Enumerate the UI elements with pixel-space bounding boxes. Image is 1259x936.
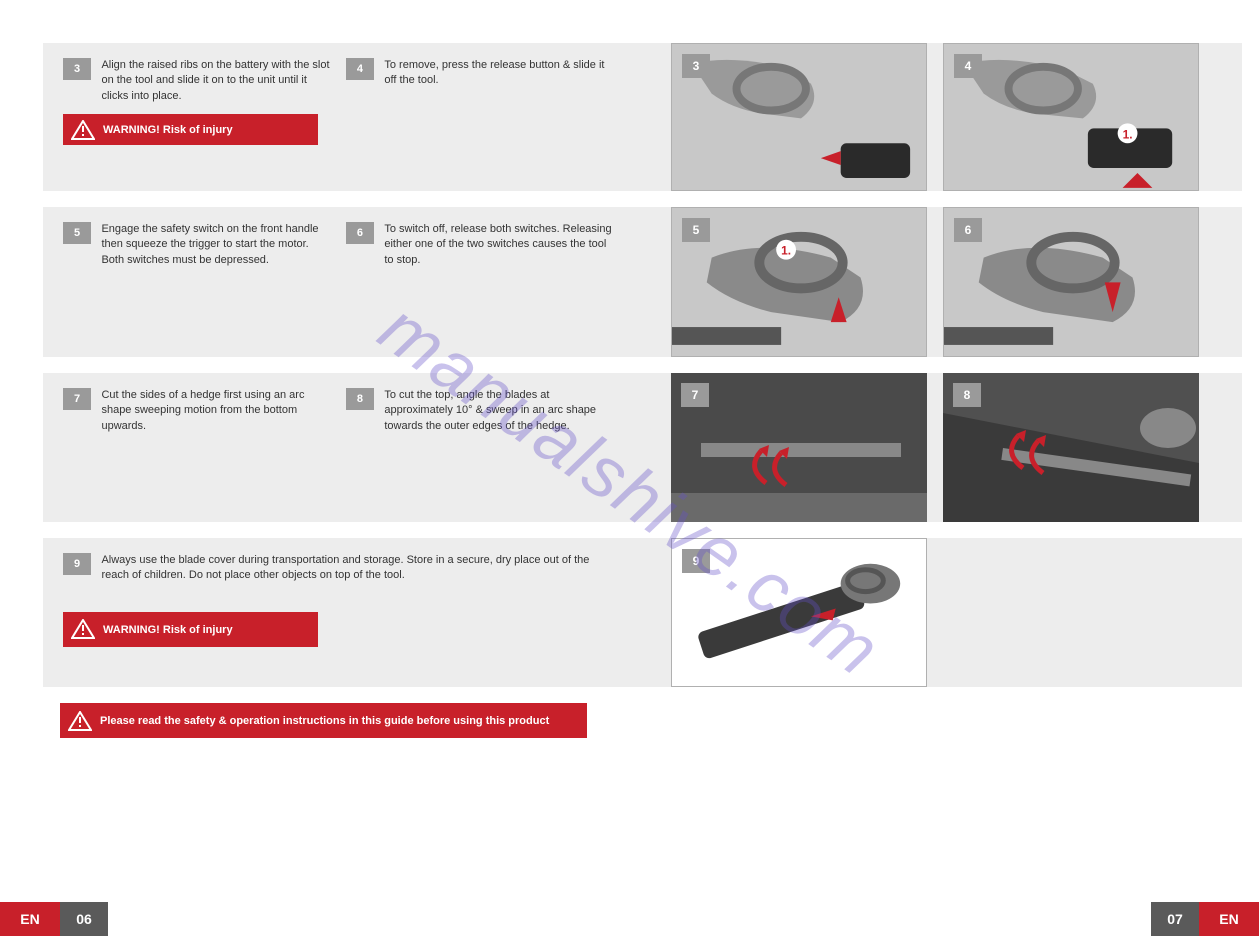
section-switch-images: 1. 5 6 — [671, 207, 1199, 357]
step-text-3: Align the raised ribs on the battery wit… — [101, 58, 331, 104]
img-switch-on: 1. 5 — [671, 207, 927, 357]
warning-box-battery: WARNING! Risk of injury — [63, 114, 318, 145]
section-switch-text: 5 Engage the safety switch on the front … — [43, 207, 671, 357]
footer-right: 07 EN — [1151, 902, 1259, 936]
svg-text:1.: 1. — [1123, 127, 1133, 141]
step-text-8: To cut the top, angle the blades at appr… — [384, 388, 614, 434]
img-badge-6: 6 — [954, 218, 982, 242]
section-trimming-text: 7 Cut the sides of a hedge first using a… — [43, 373, 671, 522]
hedge-top-icon — [943, 373, 1199, 522]
footer-lang-left: EN — [0, 902, 60, 936]
img-battery-insert: 3 — [671, 43, 927, 191]
img-switch-off: 6 — [943, 207, 1199, 357]
section-trimming: 7 Cut the sides of a hedge first using a… — [43, 373, 1242, 522]
hedge-trimmer-icon: 1. — [672, 208, 926, 357]
step-text-6: To switch off, release both switches. Re… — [384, 222, 614, 268]
img-badge-5: 5 — [682, 218, 710, 242]
section-storage: 9 Always use the blade cover during tran… — [43, 538, 1242, 687]
warning-box-bottom: Please read the safety & operation instr… — [60, 703, 587, 738]
step-badge-3: 3 — [63, 58, 91, 80]
hedge-trimmer-icon — [944, 208, 1198, 357]
warning-text-storage: WARNING! Risk of injury — [103, 624, 233, 636]
warning-box-storage: WARNING! Risk of injury — [63, 612, 318, 647]
step-badge-9: 9 — [63, 553, 91, 575]
step-badge-8: 8 — [346, 388, 374, 410]
img-badge-9: 9 — [682, 549, 710, 573]
section-storage-images: 9 — [671, 538, 927, 687]
step-badge-5: 5 — [63, 222, 91, 244]
step-badge-6: 6 — [346, 222, 374, 244]
img-badge-3: 3 — [682, 54, 710, 78]
step-text-5: Engage the safety switch on the front ha… — [101, 222, 331, 268]
footer-page-right: 07 — [1151, 902, 1199, 936]
img-storage-cover: 9 — [671, 538, 927, 687]
warning-icon — [71, 120, 95, 140]
footer-lang-right: EN — [1199, 902, 1259, 936]
footer-left: EN 06 — [0, 902, 108, 936]
section-battery-text: 3 Align the raised ribs on the battery w… — [43, 43, 671, 191]
blade-cover-icon — [672, 539, 926, 687]
section-switch: 5 Engage the safety switch on the front … — [43, 207, 1242, 357]
section-battery-images: 3 1. 4 — [671, 43, 1199, 191]
img-badge-8: 8 — [953, 383, 981, 407]
img-trim-top: 8 — [943, 373, 1199, 522]
step-text-9: Always use the blade cover during transp… — [101, 553, 601, 584]
step-text-4: To remove, press the release button & sl… — [384, 58, 614, 89]
bottom-warning-container: Please read the safety & operation instr… — [60, 703, 587, 738]
svg-text:1.: 1. — [781, 244, 791, 258]
warning-icon — [68, 711, 92, 731]
hedge-trimmer-icon — [672, 44, 926, 191]
hedge-trimmer-icon: 1. — [944, 44, 1198, 191]
warning-icon — [71, 619, 95, 639]
img-battery-remove: 1. 4 — [943, 43, 1199, 191]
section-storage-text: 9 Always use the blade cover during tran… — [43, 538, 671, 687]
img-badge-7: 7 — [681, 383, 709, 407]
img-trim-side: 7 — [671, 373, 927, 522]
step-text-7: Cut the sides of a hedge first using an … — [101, 388, 331, 434]
img-badge-4: 4 — [954, 54, 982, 78]
step-badge-4: 4 — [346, 58, 374, 80]
step-badge-7: 7 — [63, 388, 91, 410]
hedge-side-icon — [671, 373, 927, 522]
footer-page-left: 06 — [60, 902, 108, 936]
section-battery: 3 Align the raised ribs on the battery w… — [43, 43, 1242, 191]
warning-text-battery: WARNING! Risk of injury — [103, 124, 233, 136]
warning-text-bottom: Please read the safety & operation instr… — [100, 715, 549, 727]
section-trimming-images: 7 8 — [671, 373, 1199, 522]
